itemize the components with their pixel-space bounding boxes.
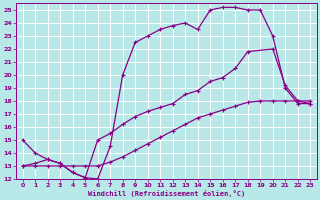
X-axis label: Windchill (Refroidissement éolien,°C): Windchill (Refroidissement éolien,°C) (88, 190, 245, 197)
